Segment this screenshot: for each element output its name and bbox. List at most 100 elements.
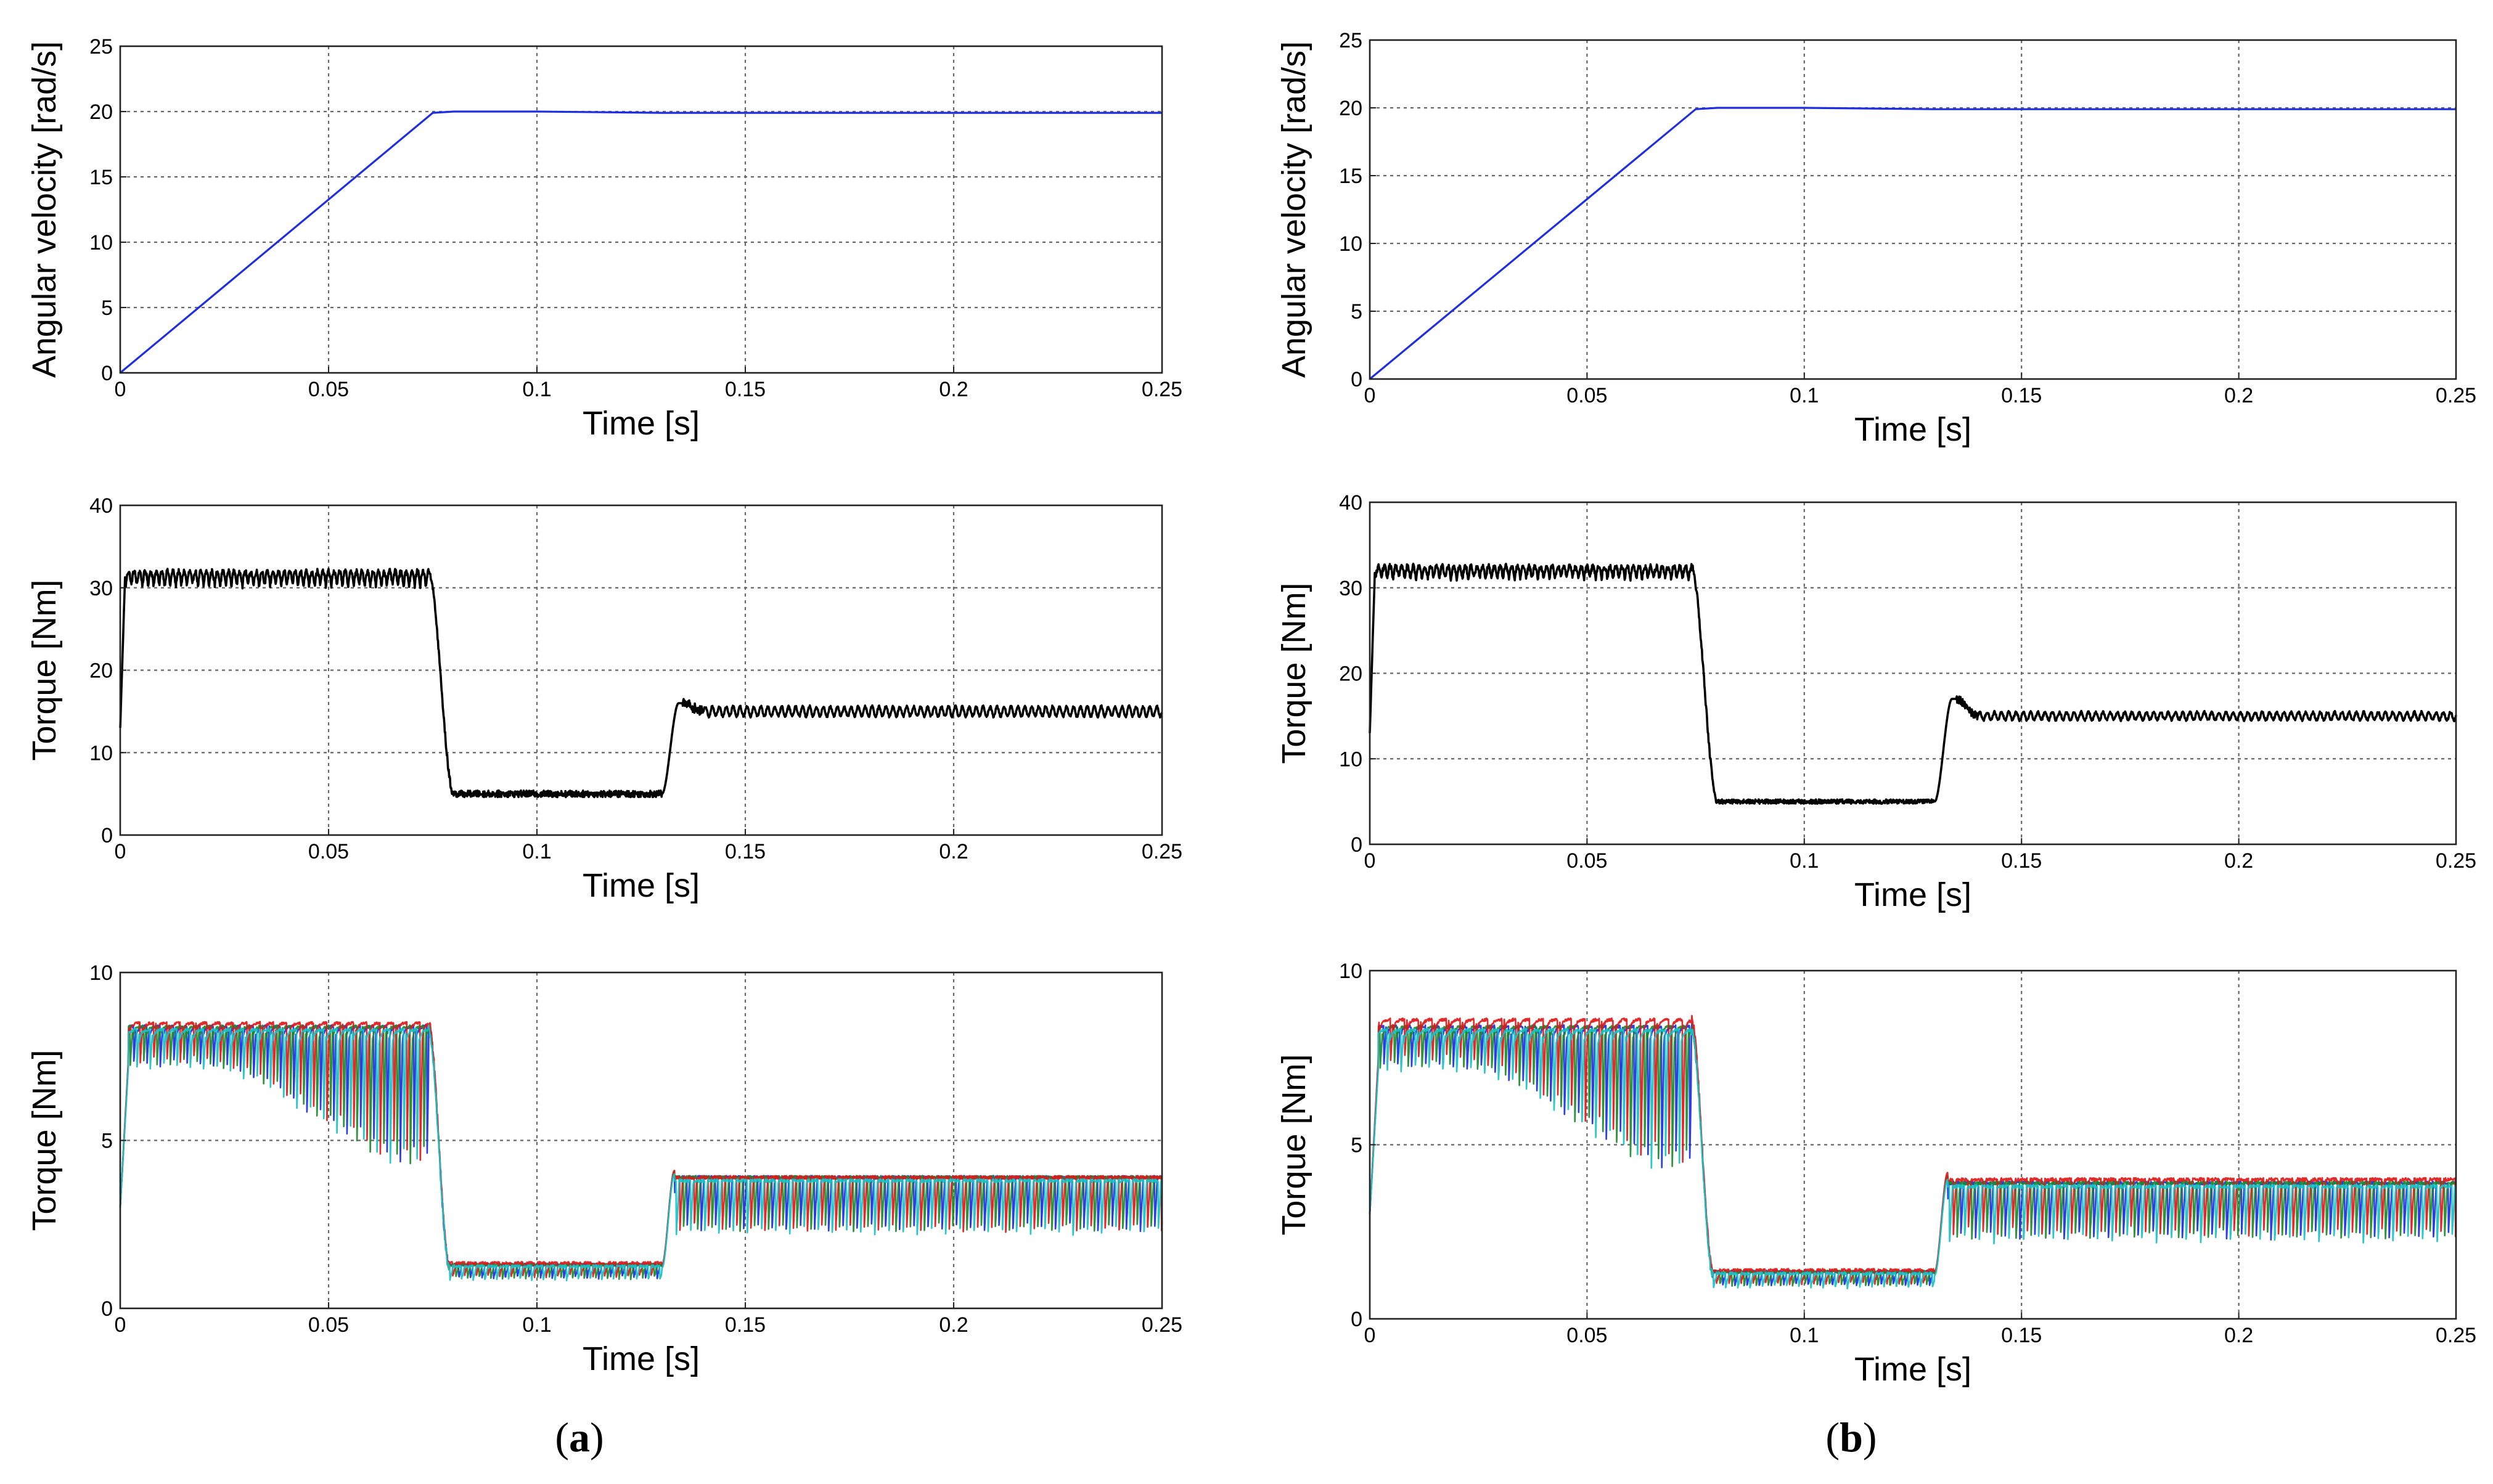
plot-area (1370, 40, 2456, 379)
x-tick-label: 0.1 (1790, 384, 1819, 407)
x-axis-label: Time [s] (1854, 876, 1971, 913)
y-axis-label: Torque [Nm] (1275, 1054, 1312, 1235)
y-tick-label: 10 (1339, 960, 1362, 983)
y-axis-label: Angular velocity [rad/s] (26, 41, 63, 378)
x-tick-label: 0 (1364, 1324, 1376, 1347)
y-tick-label: 10 (89, 231, 113, 255)
x-tick-label: 0.05 (308, 840, 349, 863)
y-tick-label: 40 (89, 494, 113, 518)
y-tick-label: 0 (101, 1297, 113, 1321)
x-tick-label: 0 (1364, 384, 1376, 407)
y-tick-label: 30 (1339, 577, 1362, 600)
x-tick-label: 0.25 (1142, 378, 1182, 401)
y-tick-label: 10 (1339, 748, 1362, 771)
y-tick-label: 10 (89, 961, 113, 985)
x-tick-label: 0.2 (2224, 384, 2253, 407)
y-axis-label: Torque [Nm] (26, 579, 63, 760)
plot-area (120, 46, 1162, 373)
y-tick-label: 5 (1351, 1134, 1362, 1157)
y-tick-label: 0 (1351, 833, 1362, 857)
y-tick-label: 5 (101, 296, 113, 320)
y-tick-label: 0 (1351, 368, 1362, 391)
series-line-motor4 (1369, 1027, 2457, 1290)
series-line-velocity (119, 110, 1162, 374)
y-axis-label: Angular velocity [rad/s] (1275, 41, 1312, 378)
x-tick-label: 0.15 (2001, 849, 2042, 873)
y-tick-label: 40 (1339, 491, 1362, 515)
panel-label-open: ( (555, 1414, 569, 1461)
panel-label-close: ) (590, 1414, 604, 1461)
x-tick-label: 0.15 (2001, 384, 2042, 407)
x-tick-label: 0.15 (725, 840, 766, 863)
x-tick-label: 0 (1364, 849, 1376, 873)
y-tick-label: 10 (1339, 232, 1362, 256)
x-tick-label: 0 (115, 378, 126, 401)
series-line-total (119, 568, 1163, 799)
y-tick-label: 5 (1351, 300, 1362, 324)
x-tick-label: 0.25 (1142, 1313, 1182, 1337)
x-tick-label: 0.1 (522, 1313, 551, 1337)
x-axis-label: Time [s] (583, 1340, 700, 1377)
y-tick-label: 20 (89, 659, 113, 683)
x-axis-label: Time [s] (1854, 411, 1971, 448)
x-tick-label: 0.25 (2436, 1324, 2476, 1347)
y-tick-label: 0 (1351, 1308, 1362, 1331)
x-tick-label: 0.25 (2436, 384, 2476, 407)
y-tick-label: 15 (89, 166, 113, 189)
x-axis-label: Time [s] (583, 405, 700, 442)
x-tick-label: 0.05 (1566, 1324, 1607, 1347)
chart-a-2: 0 0.05 0.1 0.15 0.2 0.25 0 10 20 30 40 Time [s] Torq… (26, 494, 1182, 904)
panel-label: (b) (1825, 1414, 1877, 1461)
x-tick-label: 0.15 (725, 378, 766, 401)
plot-frame (119, 45, 1163, 374)
series-line-motor3 (119, 1021, 1163, 1279)
y-tick-label: 15 (1339, 165, 1362, 188)
y-tick-label: 30 (89, 577, 113, 600)
x-tick-label: 0.05 (308, 1313, 349, 1337)
y-axis-label: Torque [Nm] (1275, 582, 1312, 764)
x-tick-label: 0 (115, 840, 126, 863)
x-tick-label: 0.05 (1566, 849, 1607, 873)
x-tick-label: 0.1 (1790, 1324, 1819, 1347)
panel-a: 0 0.05 0.1 0.15 0.2 0.25 0 5 10 15 20 25 Time [s] Ang… (26, 35, 1182, 1461)
series-line-motor4 (119, 1024, 1163, 1282)
x-tick-label: 0.25 (2436, 849, 2476, 873)
x-tick-label: 0.2 (939, 840, 968, 863)
plot-frame (1369, 39, 2457, 380)
panel-label-open: ( (1825, 1414, 1840, 1461)
x-tick-label: 0 (115, 1313, 126, 1337)
y-tick-label: 0 (101, 824, 113, 847)
x-tick-label: 0.2 (939, 378, 968, 401)
panel-label-close: ) (1863, 1414, 1877, 1461)
y-axis-label: Torque [Nm] (26, 1050, 63, 1231)
y-tick-label: 25 (1339, 29, 1362, 52)
x-tick-label: 0.15 (725, 1313, 766, 1337)
y-tick-label: 25 (89, 35, 113, 59)
y-tick-label: 20 (1339, 97, 1362, 120)
panel-label-letter: b (1840, 1414, 1863, 1461)
y-tick-label: 20 (1339, 662, 1362, 686)
x-tick-label: 0.1 (1790, 849, 1819, 873)
x-tick-label: 0.05 (308, 378, 349, 401)
x-tick-label: 0.1 (522, 840, 551, 863)
chart-b-2: 0 0.05 0.1 0.15 0.2 0.25 0 10 20 30 40 Time [s] Torq… (1275, 491, 2476, 913)
chart-b-1: 0 0.05 0.1 0.15 0.2 0.25 0 5 10 15 20 25 Time [s] Ang… (1275, 29, 2476, 448)
x-axis-label: Time [s] (583, 867, 700, 904)
x-tick-label: 0.1 (522, 378, 551, 401)
chart-a-3: 0 0.05 0.1 0.15 0.2 0.25 0 5 10 Time [s] Torque [N… (26, 961, 1182, 1377)
y-tick-label: 10 (89, 741, 113, 765)
series-line-total (1369, 563, 2457, 805)
chart-b-3: 0 0.05 0.1 0.15 0.2 0.25 0 5 10 Time [s] Torque [N… (1275, 960, 2476, 1388)
x-tick-label: 0.05 (1566, 384, 1607, 407)
x-tick-label: 0.15 (2001, 1324, 2042, 1347)
y-tick-label: 20 (89, 100, 113, 124)
series-line-motor2 (1369, 1024, 2457, 1287)
panel-label: (a) (555, 1414, 604, 1461)
y-tick-label: 0 (101, 362, 113, 385)
x-tick-label: 0.2 (939, 1313, 968, 1337)
x-axis-label: Time [s] (1854, 1351, 1971, 1388)
x-tick-label: 0.2 (2224, 849, 2253, 873)
panel-label-letter: a (569, 1414, 590, 1461)
